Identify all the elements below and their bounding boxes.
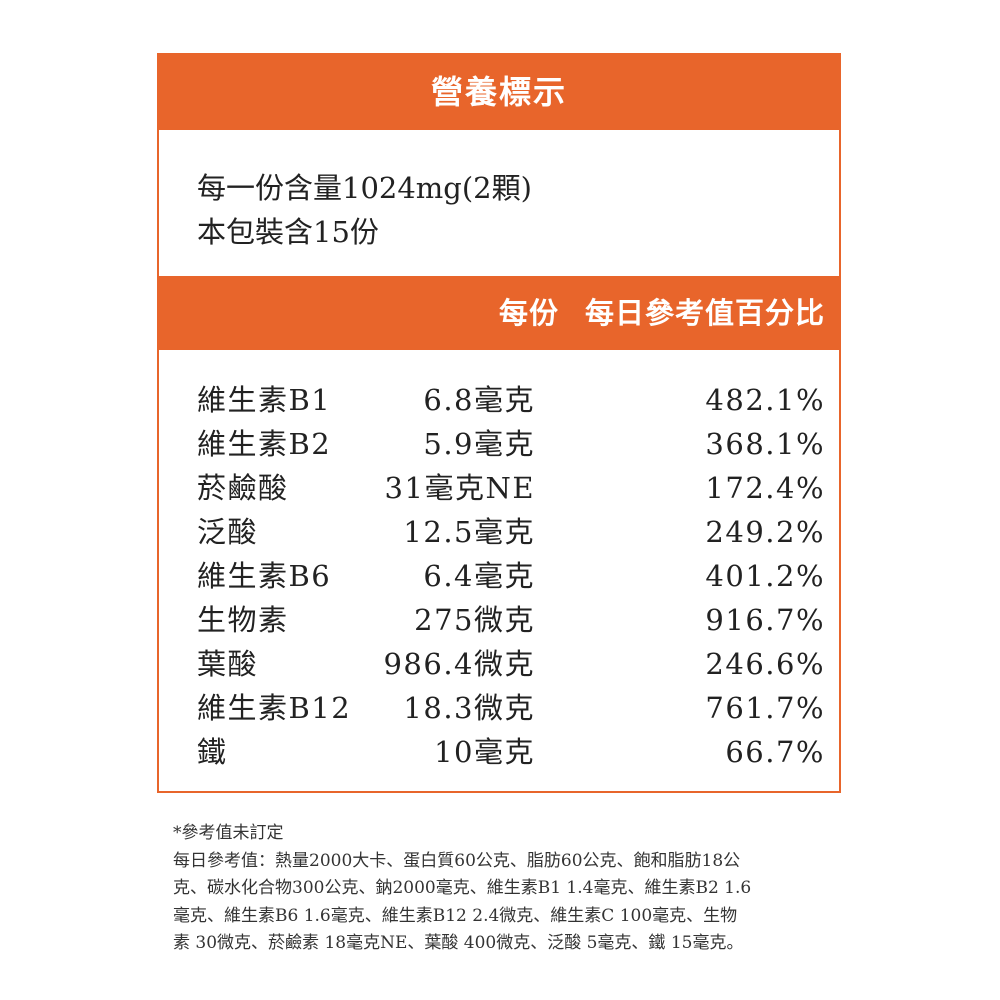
serving-info: 每一份含量1024mg(2顆) 本包裝含15份	[159, 130, 839, 276]
nutrient-name: 維生素B2	[197, 427, 332, 461]
nutrient-row: 維生素B1 6.8毫克 482.1%	[159, 378, 839, 422]
nutrient-row: 維生素B2 5.9毫克 368.1%	[159, 422, 839, 466]
label-title: 營養標示	[159, 55, 839, 130]
nutrient-percent: 916.7%	[705, 603, 825, 637]
nutrient-amount: 10毫克	[434, 735, 535, 769]
col-daily-value: 每日參考值百分比	[584, 296, 825, 330]
nutrient-amount: 6.8毫克	[423, 383, 535, 417]
footnote-line: 克、碳水化合物300公克、鈉2000毫克、維生素B1 1.4毫克、維生素B2 1…	[173, 878, 752, 898]
nutrient-name: 泛酸	[197, 515, 259, 549]
nutrient-row: 菸鹼酸 31毫克NE 172.4%	[159, 466, 839, 510]
nutrient-amount: 5.9毫克	[423, 427, 535, 461]
nutrient-name: 維生素B12	[197, 691, 352, 725]
nutrient-percent: 401.2%	[705, 559, 825, 593]
column-header: 每份 每日參考值百分比	[159, 276, 839, 350]
nutrient-row: 泛酸 12.5毫克 249.2%	[159, 510, 839, 554]
nutrient-percent: 66.7%	[725, 735, 825, 769]
nutrient-amount: 31毫克NE	[384, 471, 535, 505]
nutrient-name: 鐵	[197, 735, 228, 769]
nutrient-row: 葉酸 986.4微克 246.6%	[159, 642, 839, 686]
col-per-serving: 每份	[498, 296, 559, 330]
nutrient-name: 生物素	[197, 603, 289, 637]
nutrient-amount: 6.4毫克	[423, 559, 535, 593]
nutrient-name: 維生素B6	[197, 559, 332, 593]
nutrient-row: 維生素B12 18.3微克 761.7%	[159, 686, 839, 730]
servings-per-package: 本包裝含15份	[197, 215, 379, 249]
nutrient-amount: 18.3微克	[403, 691, 535, 725]
nutrient-percent: 172.4%	[705, 471, 825, 505]
nutrient-amount: 12.5毫克	[403, 515, 535, 549]
nutrient-table: 維生素B1 6.8毫克 482.1% 維生素B2 5.9毫克 368.1% 菸鹼酸 31毫克N…	[159, 350, 839, 774]
nutrition-label: 營養標示 每一份含量1024mg(2顆) 本包裝含15份 每份 每日參考值百分比 …	[157, 53, 841, 793]
nutrient-row: 鐵 10毫克 66.7%	[159, 730, 839, 774]
footnote-line: 素 30微克、菸鹼素 18毫克NE、葉酸 400微克、泛酸 5毫克、鐵 15毫克…	[173, 933, 744, 953]
nutrient-percent: 482.1%	[705, 383, 825, 417]
footnote-line: 每日參考值：熱量2000大卡、蛋白質60公克、脂肪60公克、飽和脂肪18公	[173, 850, 741, 871]
nutrient-row: 生物素 275微克 916.7%	[159, 598, 839, 642]
nutrient-percent: 761.7%	[705, 691, 825, 725]
serving-size: 每一份含量1024mg(2顆)	[197, 171, 532, 205]
nutrient-amount: 275微克	[414, 603, 535, 637]
nutrient-percent: 246.6%	[705, 647, 825, 681]
nutrient-percent: 368.1%	[705, 427, 825, 461]
nutrient-name: 葉酸	[197, 647, 259, 681]
nutrient-amount: 986.4微克	[383, 647, 535, 681]
footnote-note: *參考值未訂定	[173, 823, 284, 843]
footnote-line: 毫克、維生素B6 1.6毫克、維生素B12 2.4微克、維生素C 100毫克、生…	[173, 905, 738, 926]
nutrient-percent: 249.2%	[705, 515, 825, 549]
nutrient-name: 菸鹼酸	[197, 471, 289, 505]
footnote: *參考值未訂定 每日參考值：熱量2000大卡、蛋白質60公克、脂肪60公克、飽和…	[173, 820, 853, 958]
nutrient-row: 維生素B6 6.4毫克 401.2%	[159, 554, 839, 598]
nutrient-name: 維生素B1	[197, 383, 332, 417]
